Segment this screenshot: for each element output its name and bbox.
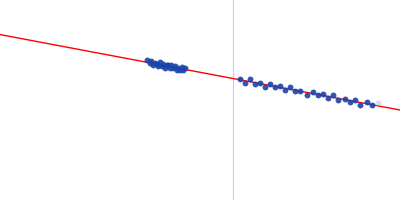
Point <box>310 91 316 94</box>
Point <box>320 92 326 95</box>
Point <box>170 66 176 69</box>
Point <box>172 65 178 68</box>
Point <box>242 81 248 84</box>
Point <box>347 100 353 103</box>
Point <box>292 90 298 93</box>
Point <box>257 81 263 85</box>
Point <box>164 64 170 67</box>
Point <box>158 64 165 67</box>
Point <box>262 86 268 89</box>
Point <box>175 66 182 69</box>
Point <box>368 104 375 107</box>
Point <box>168 63 174 67</box>
Point <box>357 103 363 107</box>
Point <box>277 84 283 88</box>
Point <box>252 82 258 86</box>
Point <box>180 68 186 71</box>
Point <box>287 85 293 88</box>
Point <box>237 77 243 80</box>
Point <box>154 65 161 68</box>
Point <box>315 94 322 97</box>
Point <box>325 96 332 99</box>
Point <box>152 61 158 64</box>
Point <box>162 67 168 70</box>
Point <box>375 102 382 105</box>
Point <box>150 63 156 66</box>
Point <box>144 58 150 61</box>
Point <box>304 93 310 97</box>
Point <box>148 60 154 63</box>
Point <box>297 89 303 92</box>
Point <box>164 63 171 66</box>
Point <box>154 62 160 65</box>
Point <box>160 62 166 66</box>
Point <box>174 68 180 71</box>
Point <box>272 85 278 89</box>
Point <box>267 82 273 85</box>
Point <box>342 97 348 101</box>
Point <box>282 89 288 92</box>
Point <box>147 62 153 65</box>
Point <box>178 65 185 69</box>
Point <box>330 93 336 96</box>
Point <box>167 66 173 70</box>
Point <box>364 101 370 104</box>
Point <box>352 98 358 101</box>
Point <box>182 67 188 70</box>
Point <box>177 68 183 71</box>
Point <box>335 99 342 102</box>
Point <box>247 78 253 81</box>
Point <box>157 61 163 64</box>
